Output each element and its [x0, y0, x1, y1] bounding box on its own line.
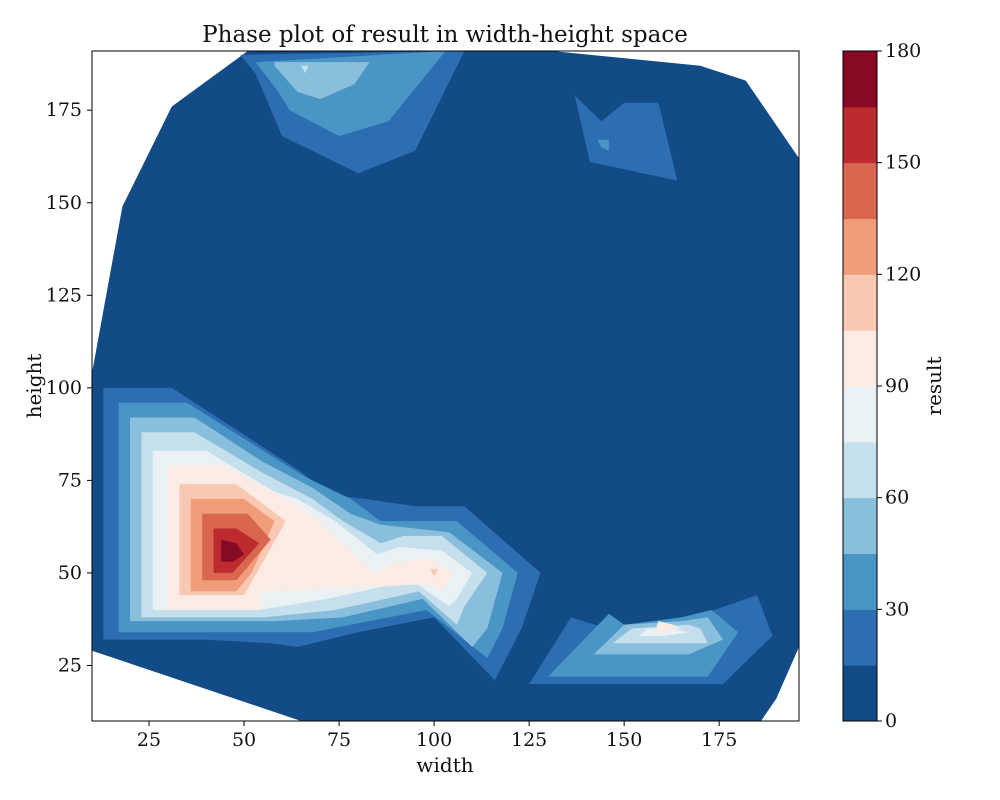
plot-frame: [91, 50, 800, 722]
contour-region-level-11: [221, 539, 244, 562]
colorbar-swatch: [843, 386, 877, 443]
x-tick-label: 150: [606, 729, 642, 751]
colorbar-swatch: [843, 51, 877, 108]
colorbar-tick-label: 90: [885, 375, 909, 397]
colorbar-swatch: [843, 106, 877, 164]
y-tick-label: 75: [58, 469, 82, 491]
colorbar-swatch: [843, 274, 877, 331]
contour-region-level-3: [274, 62, 370, 100]
y-tick-label: 25: [58, 654, 82, 676]
colorbar-tick-label: 150: [885, 152, 921, 174]
colorbar-tick-label: 180: [885, 40, 921, 62]
colorbar-swatch: [843, 609, 877, 666]
x-tick-label: 50: [232, 729, 256, 751]
colorbar-swatch: [843, 665, 877, 722]
x-tick-label: 25: [137, 729, 161, 751]
x-axis-label: width: [416, 753, 473, 777]
contour-region-level-2: [597, 139, 609, 151]
x-axis: 25 50 75 100 125 150 175: [137, 721, 737, 751]
y-tick-label: 125: [46, 284, 82, 306]
y-tick-label: 100: [46, 377, 82, 399]
plot-area: [92, 51, 799, 721]
colorbar-swatch: [843, 441, 877, 499]
colorbar-swatch: [843, 162, 877, 219]
colorbar-tick-label: 120: [885, 263, 921, 285]
chart-title: Phase plot of result in width-height spa…: [202, 22, 688, 48]
colorbar-tick-label: 30: [885, 598, 909, 620]
y-axis-label: height: [22, 354, 46, 419]
y-tick-label: 150: [46, 192, 82, 214]
contour-region-level-5: [639, 628, 689, 636]
colorbar-tick-label: 60: [885, 487, 909, 509]
colorbar-swatch: [843, 218, 877, 275]
x-tick-label: 125: [511, 729, 547, 751]
colorbar-label: result: [922, 357, 946, 416]
colorbar-swatch: [843, 497, 877, 554]
x-tick-label: 75: [327, 729, 351, 751]
y-axis: 25 50 75 100 125 150 175: [46, 99, 92, 676]
contour-region-level-4: [301, 65, 309, 74]
contour-region-level-7: [430, 569, 438, 577]
contour-region-level-6: [654, 621, 682, 633]
colorbar-swatch: [843, 330, 877, 387]
colorbar-swatch: [843, 553, 877, 610]
y-tick-label: 175: [46, 99, 82, 121]
colorbar-tick-label: 0: [885, 710, 897, 732]
contour-region-level-1: [574, 95, 678, 181]
x-tick-label: 100: [416, 729, 452, 751]
colorbar: 0 30 60 90 120 150 180: [842, 40, 921, 732]
x-tick-label: 175: [701, 729, 737, 751]
y-tick-label: 50: [58, 562, 82, 584]
